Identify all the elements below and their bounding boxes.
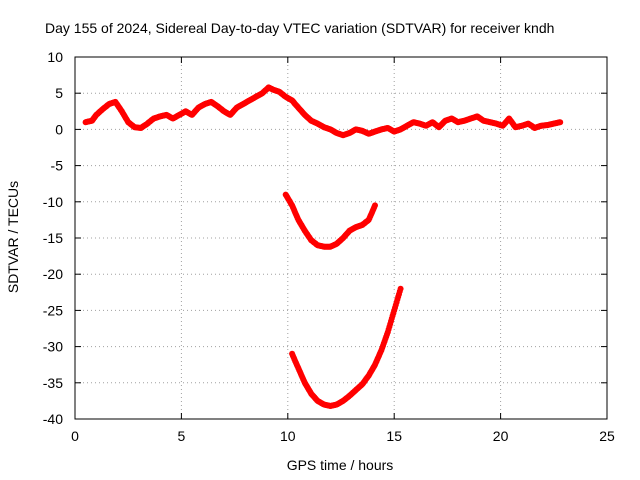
x-tick-label: 15 [386,428,402,444]
y-tick-label: -20 [43,266,63,282]
y-tick-label: 5 [55,85,63,101]
y-tick-label: -15 [43,230,63,246]
x-axis-label: GPS time / hours [287,457,394,473]
data-point [557,119,564,126]
x-tick-label: 20 [493,428,509,444]
series-lowest-arc [289,285,404,409]
y-axis-label: SDTVAR / TECUs [5,181,21,293]
grid-lines [75,57,607,419]
data-point [372,202,378,209]
data-point [397,285,404,292]
y-tick-label: 0 [55,121,63,137]
x-tick-label: 25 [599,428,615,444]
axis-ticks: 0 5 10 15 20 25 10 5 0 -5 -10 -15 -20 -25 -30 -35 -40 [43,49,615,444]
y-tick-label: -10 [43,194,63,210]
x-tick-label: 10 [280,428,296,444]
series-main-trace [82,84,564,139]
y-tick-label: 10 [47,49,63,65]
series-lower-arc [282,191,378,250]
y-tick-label: -25 [43,302,63,318]
x-tick-label: 0 [71,428,79,444]
y-tick-label: -30 [43,339,63,355]
x-tick-label: 5 [178,428,186,444]
y-tick-label: -5 [51,158,64,174]
data-points [82,84,564,409]
y-tick-label: -35 [43,375,63,391]
chart-title: Day 155 of 2024, Sidereal Day-to-day VTE… [45,20,554,36]
y-tick-label: -40 [43,411,63,427]
